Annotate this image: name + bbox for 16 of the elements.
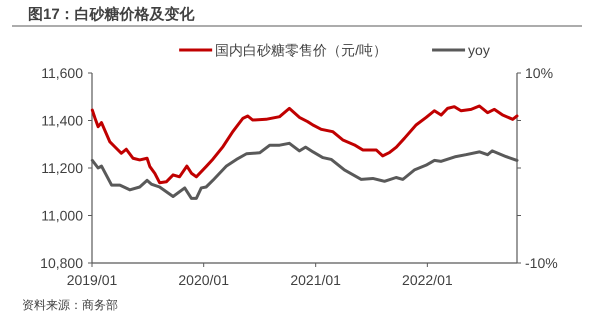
y-tick-label: 10,800 (40, 255, 84, 271)
y2-tick-label: 10% (525, 65, 554, 81)
y-tick-label: 11,400 (41, 112, 84, 128)
x-tick-label: 2021/01 (290, 272, 342, 288)
text: 资料来源：商务部 (22, 298, 118, 312)
chart-title: 图17：白砂糖价格及变化 (28, 5, 196, 23)
y-tick-label: 11,000 (41, 208, 84, 224)
y-tick-label: 11,200 (41, 160, 84, 176)
x-tick-label: 2019/01 (66, 272, 118, 288)
x-tick-label: 2020/01 (178, 272, 230, 288)
line-series (90, 104, 518, 184)
y2-tick-label: -10% (525, 255, 558, 271)
y-tick-label: 11,600 (41, 65, 84, 81)
x-tick-label: 2022/01 (402, 272, 453, 288)
legend-label: yoy (468, 42, 490, 58)
legend-label: 国内白砂糖零售价（元/吨） (215, 42, 388, 58)
